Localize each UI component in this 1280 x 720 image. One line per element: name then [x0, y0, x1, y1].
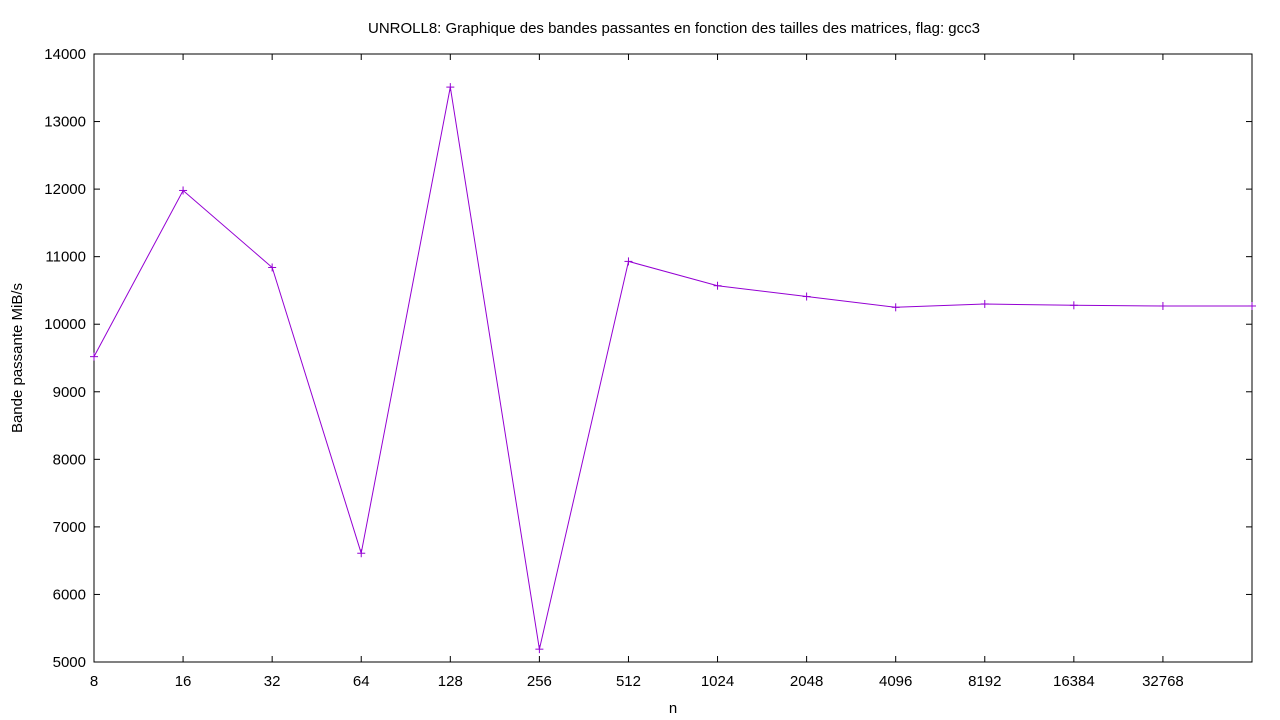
data-point-marker — [1069, 301, 1078, 310]
data-point-marker — [624, 257, 633, 266]
data-point-marker — [446, 83, 455, 92]
y-tick-label: 6000 — [53, 586, 86, 603]
data-point-marker — [802, 292, 811, 301]
y-tick-label: 13000 — [44, 114, 86, 131]
x-tick-label: 512 — [616, 673, 641, 690]
y-tick-label: 8000 — [53, 451, 86, 468]
x-axis-label: n — [669, 700, 677, 717]
x-tick-label: 8192 — [968, 673, 1001, 690]
y-tick-label: 12000 — [44, 181, 86, 198]
y-tick-label: 9000 — [53, 384, 86, 401]
data-point-marker — [535, 645, 544, 654]
x-tick-label: 2048 — [790, 673, 823, 690]
data-point-marker — [980, 299, 989, 308]
series-layer — [90, 83, 1256, 654]
x-tick-label: 32 — [264, 673, 281, 690]
y-axis: 5000 6000 7000 8000 9000 10000 11000 12000 13000… — [44, 46, 1252, 671]
data-point-marker — [1158, 301, 1167, 310]
data-point-marker — [713, 281, 722, 290]
data-point-marker — [891, 303, 900, 312]
x-tick-label: 64 — [353, 673, 370, 690]
y-axis-label: Bande passante MiB/s — [9, 283, 26, 433]
data-point-marker — [268, 263, 277, 272]
x-tick-label: 16384 — [1053, 673, 1095, 690]
y-tick-label: 10000 — [44, 316, 86, 333]
data-point-marker — [1248, 301, 1256, 310]
x-tick-label: 32768 — [1142, 673, 1184, 690]
x-tick-label: 1024 — [701, 673, 734, 690]
data-point-marker — [90, 352, 98, 361]
x-tick-label: 8 — [90, 673, 98, 690]
series-line — [93, 87, 1252, 650]
y-tick-label: 11000 — [45, 249, 86, 266]
x-tick-label: 16 — [175, 673, 192, 690]
y-tick-label: 7000 — [53, 519, 86, 536]
y-tick-label: 5000 — [53, 654, 86, 671]
x-tick-label: 256 — [527, 673, 552, 690]
plot-area-frame — [93, 53, 1253, 663]
x-axis: 8 16 32 64 128 256 512 1024 2048 4096 8192 16384 327… — [90, 54, 1184, 690]
x-tick-label: 128 — [438, 673, 463, 690]
data-point-marker — [357, 549, 366, 558]
chart-title: UNROLL8: Graphique des bandes passantes … — [368, 20, 980, 37]
x-tick-label: 4096 — [879, 673, 912, 690]
y-tick-label: 14000 — [44, 46, 86, 63]
data-point-marker — [179, 186, 188, 195]
